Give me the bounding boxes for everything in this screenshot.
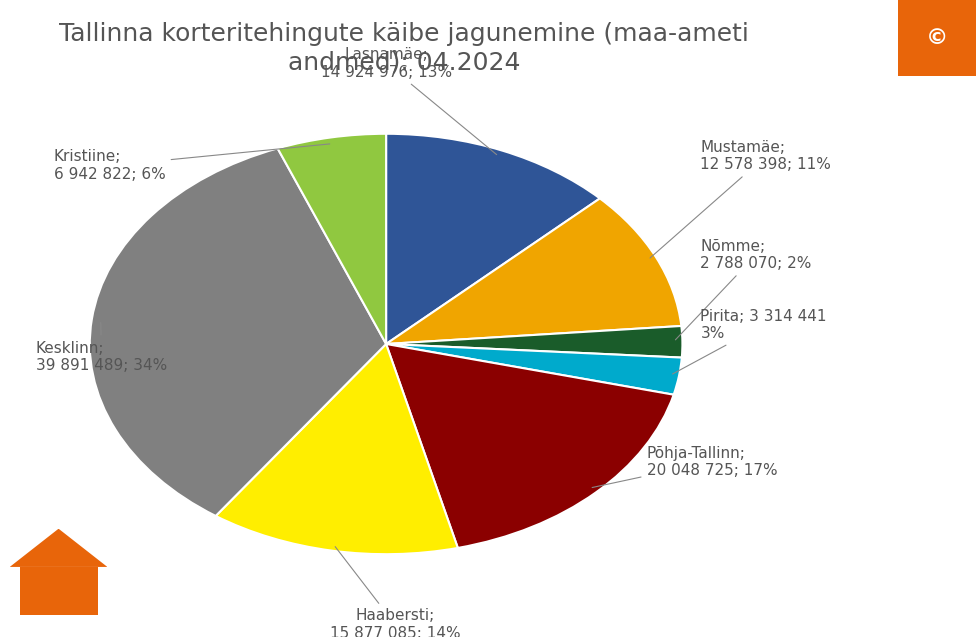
Wedge shape bbox=[277, 134, 386, 344]
Text: Tõnu Toompark, ADAUR.EE: Tõnu Toompark, ADAUR.EE bbox=[932, 283, 942, 431]
Wedge shape bbox=[386, 198, 681, 344]
Wedge shape bbox=[386, 344, 673, 548]
Wedge shape bbox=[216, 344, 458, 554]
Text: Tallinna korteritehingute käibe jagunemine (maa-ameti
andmed): 04.2024: Tallinna korteritehingute käibe jagunemi… bbox=[60, 22, 749, 74]
Wedge shape bbox=[386, 134, 600, 344]
Text: ©: © bbox=[926, 28, 948, 48]
Text: Kesklinn;
39 891 489; 34%: Kesklinn; 39 891 489; 34% bbox=[36, 322, 167, 373]
Wedge shape bbox=[386, 344, 682, 395]
Text: Haabersti;
15 877 085; 14%: Haabersti; 15 877 085; 14% bbox=[330, 547, 461, 637]
Polygon shape bbox=[10, 529, 107, 567]
Text: Mustamäe;
12 578 398; 11%: Mustamäe; 12 578 398; 11% bbox=[650, 140, 832, 258]
Wedge shape bbox=[90, 148, 386, 516]
Bar bbox=[898, 0, 976, 76]
Text: Kristiine;
6 942 822; 6%: Kristiine; 6 942 822; 6% bbox=[54, 144, 330, 182]
Wedge shape bbox=[386, 326, 682, 357]
Text: Nõmme;
2 788 070; 2%: Nõmme; 2 788 070; 2% bbox=[675, 239, 812, 340]
Text: Pirita; 3 314 441
3%: Pirita; 3 314 441 3% bbox=[672, 309, 827, 374]
Text: Põhja-Tallinn;
20 048 725; 17%: Põhja-Tallinn; 20 048 725; 17% bbox=[592, 446, 777, 487]
Polygon shape bbox=[20, 567, 98, 615]
Text: Lasnamäe;
14 924 976; 13%: Lasnamäe; 14 924 976; 13% bbox=[320, 47, 497, 155]
